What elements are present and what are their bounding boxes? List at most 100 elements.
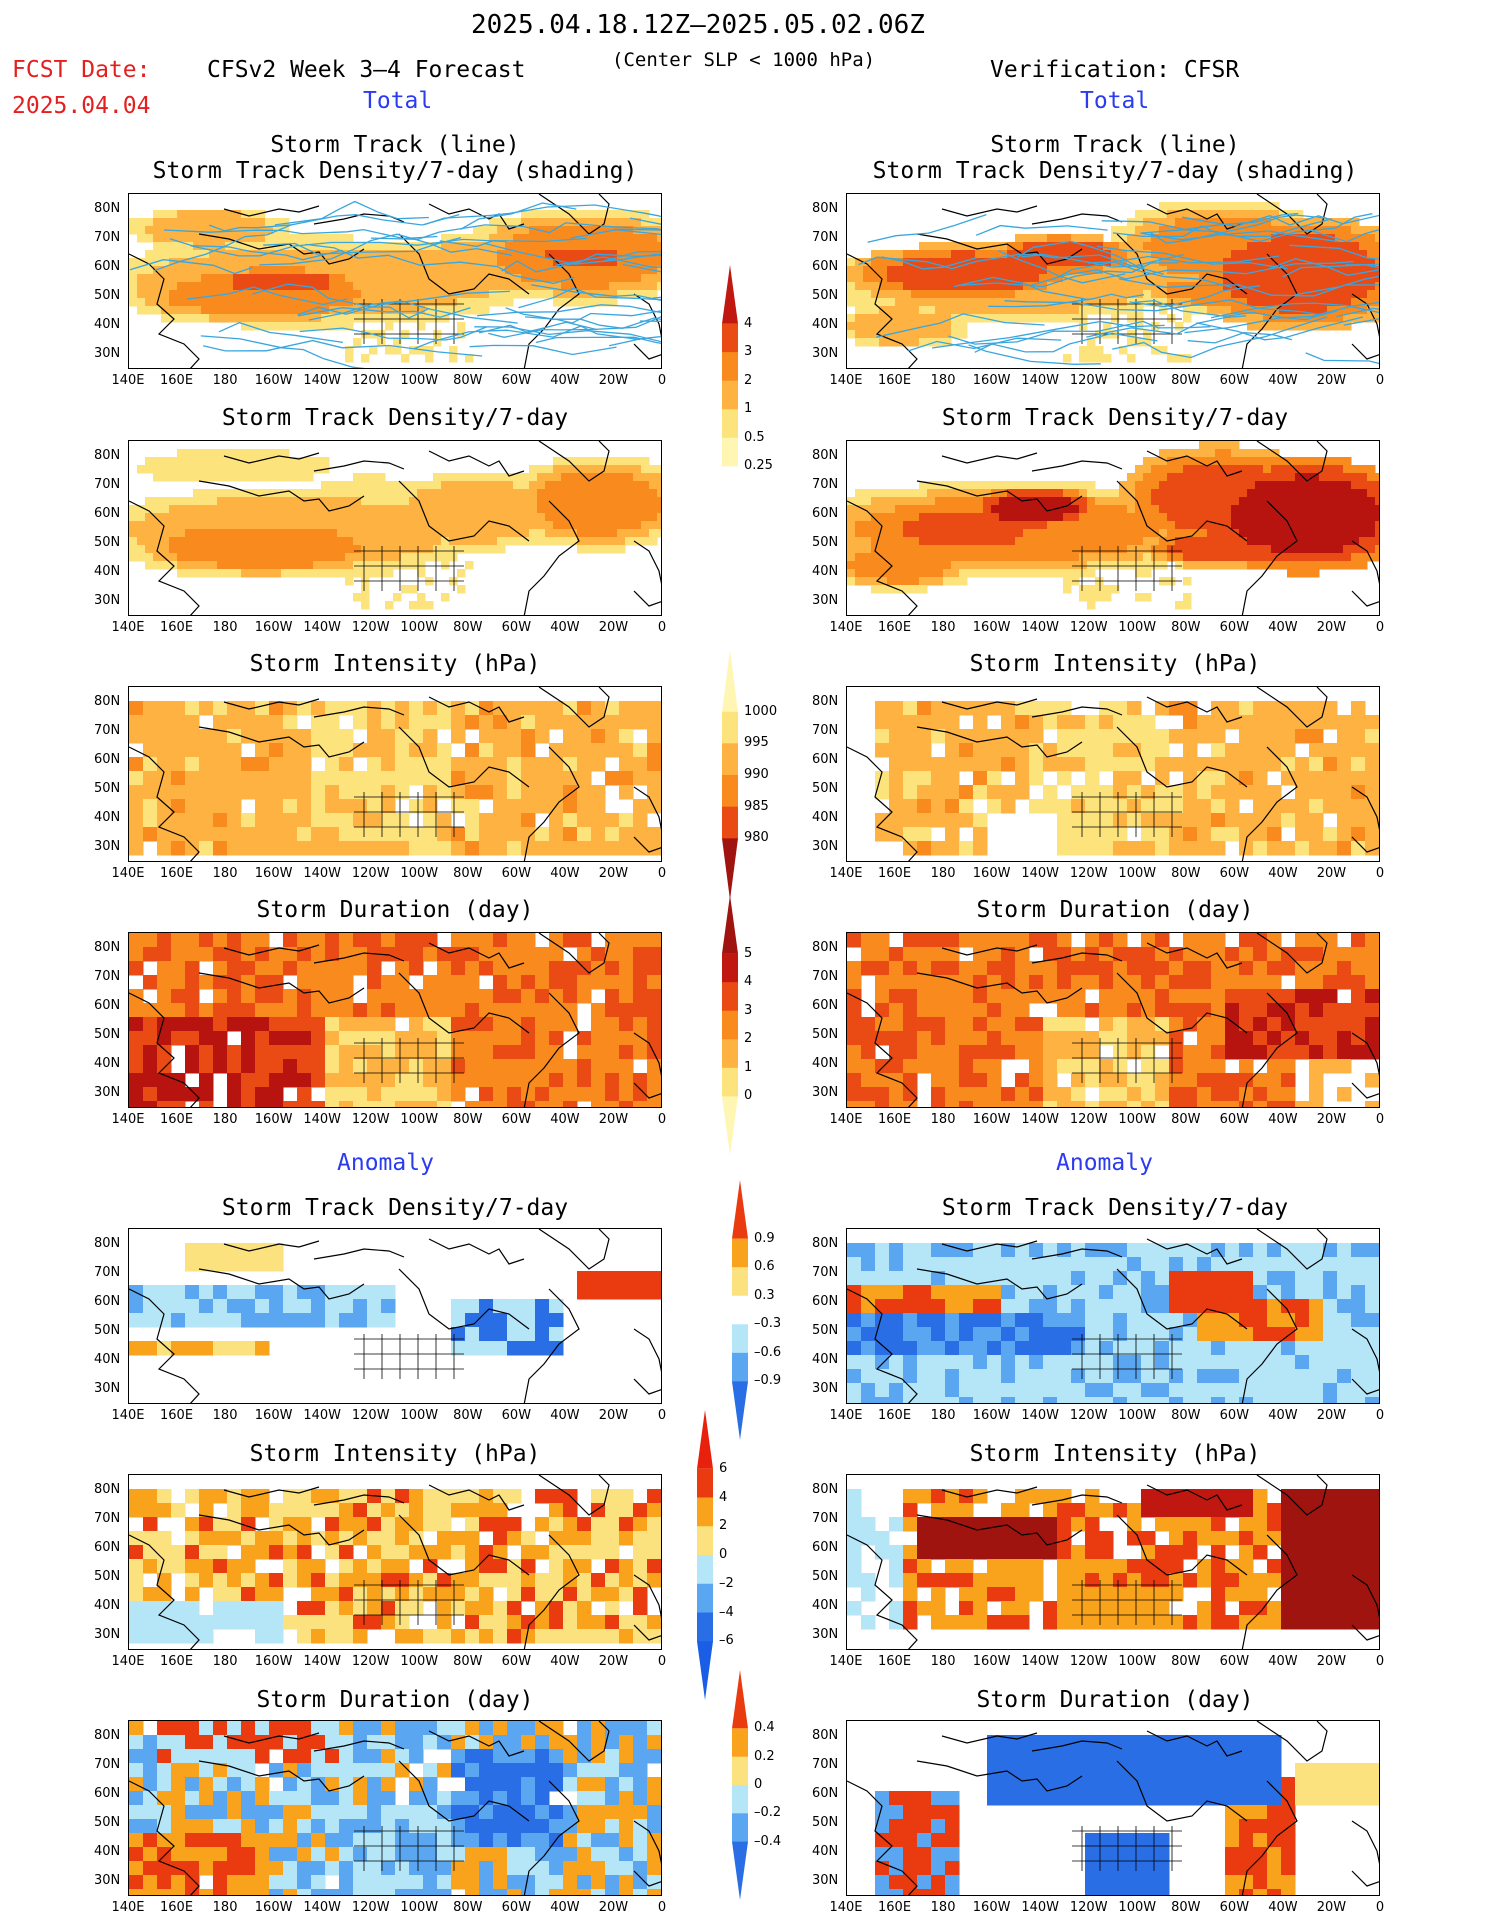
grid-cell [871, 266, 880, 275]
grid-cell [325, 771, 340, 786]
grid-cell [409, 1017, 424, 1032]
grid-cell [1359, 489, 1368, 498]
grid-cell [423, 813, 438, 828]
grid-cell [367, 715, 382, 730]
grid-cell [521, 481, 530, 490]
grid-cell [535, 1003, 550, 1018]
grid-cell [1057, 841, 1072, 856]
grid-cell [1351, 841, 1366, 856]
grid-cell [871, 529, 880, 538]
grid-cell [847, 553, 856, 562]
grid-cell [217, 465, 226, 474]
grid-cell [1271, 489, 1280, 498]
grid-cell [945, 933, 960, 948]
grid-cell [875, 1003, 890, 1018]
grid-cell [1155, 701, 1170, 716]
grid-cell [465, 489, 474, 498]
grid-cell [521, 226, 530, 235]
grid-cell [401, 497, 410, 506]
storm-track-line [187, 286, 348, 306]
grid-cell [289, 234, 298, 243]
grid-cell [1311, 314, 1320, 323]
grid-cell [185, 218, 194, 227]
grid-cell [919, 298, 928, 307]
grid-cell [1225, 771, 1240, 786]
grid-cell [425, 537, 434, 546]
grid-cell [1375, 290, 1379, 299]
grid-cell [227, 827, 242, 842]
grid-cell [917, 975, 932, 990]
grid-cell [409, 258, 418, 267]
grid-cell [441, 505, 450, 514]
grid-cell [879, 529, 888, 538]
grid-cell [1151, 497, 1160, 506]
grid-cell [129, 827, 144, 842]
lon-tick-label: 40W [550, 866, 580, 881]
grid-cell [241, 234, 250, 243]
grid-cell [417, 274, 426, 283]
grid-cell [345, 234, 354, 243]
grid-cell [1183, 529, 1192, 538]
grid-cell [305, 290, 314, 299]
grid-cell [423, 1073, 438, 1088]
grid-cell [451, 1087, 466, 1102]
grid-cell [1103, 585, 1112, 594]
grid-cell [889, 1003, 904, 1018]
grid-cell [137, 218, 146, 227]
grid-cell [209, 465, 218, 474]
grid-cell [329, 306, 338, 315]
grid-cell [1263, 481, 1272, 490]
grid-cell [647, 827, 661, 842]
grid-cell [1335, 545, 1344, 554]
grid-cell [945, 947, 960, 962]
grid-cell [1183, 521, 1192, 530]
grid-cell [217, 314, 226, 323]
grid-cell [895, 537, 904, 546]
grid-cell [157, 715, 172, 730]
grid-cell [233, 553, 242, 562]
grid-cell [959, 553, 968, 562]
grid-cell [1183, 218, 1192, 227]
lon-tick-label: 140W [303, 866, 342, 881]
grid-cell [959, 282, 968, 291]
grid-cell [601, 505, 610, 514]
grid-cell [593, 226, 602, 235]
grid-cell [1119, 242, 1128, 251]
grid-cell [505, 497, 514, 506]
grid-cell [249, 489, 258, 498]
grid-cell [863, 561, 872, 570]
grid-cell [201, 266, 210, 275]
grid-cell [199, 933, 214, 948]
grid-cell [473, 258, 482, 267]
grid-cell [529, 242, 538, 251]
grid-cell [1159, 553, 1168, 562]
grid-cell [903, 521, 912, 530]
grid-cell [433, 497, 442, 506]
grid-cell [585, 457, 594, 466]
grid-cell [619, 813, 634, 828]
grid-cell [393, 266, 402, 275]
grid-cell [1135, 489, 1144, 498]
grid-cell [1295, 553, 1304, 562]
grid-cell [577, 1073, 592, 1088]
grid-cell [1247, 202, 1256, 211]
grid-cell [1103, 593, 1112, 602]
grid-cell [171, 1087, 186, 1102]
grid-cell [497, 529, 506, 538]
grid-cell [1095, 505, 1104, 514]
grid-cell [1155, 841, 1170, 856]
grid-cell [1159, 449, 1168, 458]
grid-cell [1207, 553, 1216, 562]
grid-cell [1279, 457, 1288, 466]
grid-cell [311, 961, 326, 976]
grid-cell [225, 561, 234, 570]
grid-cell [1267, 715, 1282, 730]
grid-cell [369, 258, 378, 267]
grid-cell [1335, 298, 1344, 307]
grid-cell [601, 298, 610, 307]
title-r7: Storm Duration (day) [976, 1687, 1254, 1713]
grid-cell [1239, 242, 1248, 251]
grid-cell [143, 757, 158, 772]
grid-cell [377, 521, 386, 530]
grid-cell [377, 489, 386, 498]
